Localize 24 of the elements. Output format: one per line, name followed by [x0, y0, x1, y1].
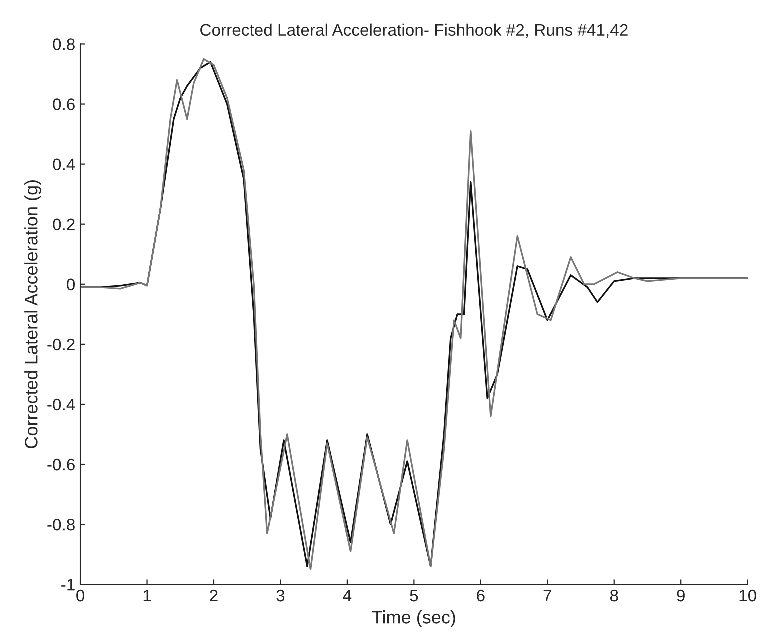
x-tick-label: 3 [276, 590, 285, 602]
x-tick-label: 5 [410, 590, 418, 602]
y-tick-label: 0 [67, 278, 76, 291]
y-axis-title: Corrected Lateral Acceleration (g) [24, 180, 42, 448]
chart-title: Corrected Lateral Acceleration- Fishhook #2, Runs #41,42 [200, 24, 628, 38]
x-tick-label: 4 [343, 590, 352, 602]
x-tick-label: 7 [544, 590, 552, 602]
x-tick-label: 10 [740, 590, 756, 602]
x-tick-label: 2 [210, 590, 218, 602]
y-tick-label: -0.2 [48, 338, 75, 351]
y-tick-label: 0.4 [53, 158, 76, 171]
x-tick-label: 6 [477, 590, 485, 602]
y-tick-label: 0.8 [53, 38, 75, 50]
y-tick-label: 0.6 [53, 98, 75, 110]
y-tick-label: -0.8 [48, 518, 75, 531]
y-tick-label: -1 [62, 579, 75, 591]
x-tick-label: 0 [76, 590, 85, 602]
x-tick-label: 8 [610, 590, 618, 602]
y-tick-label: -0.4 [48, 398, 76, 411]
x-tick-label: 1 [144, 590, 152, 602]
x-axis-title: Time (sec) [372, 610, 456, 628]
y-tick-label: -0.6 [48, 458, 75, 471]
x-tick-label: 9 [677, 590, 685, 602]
y-tick-label: 0.2 [53, 218, 75, 231]
